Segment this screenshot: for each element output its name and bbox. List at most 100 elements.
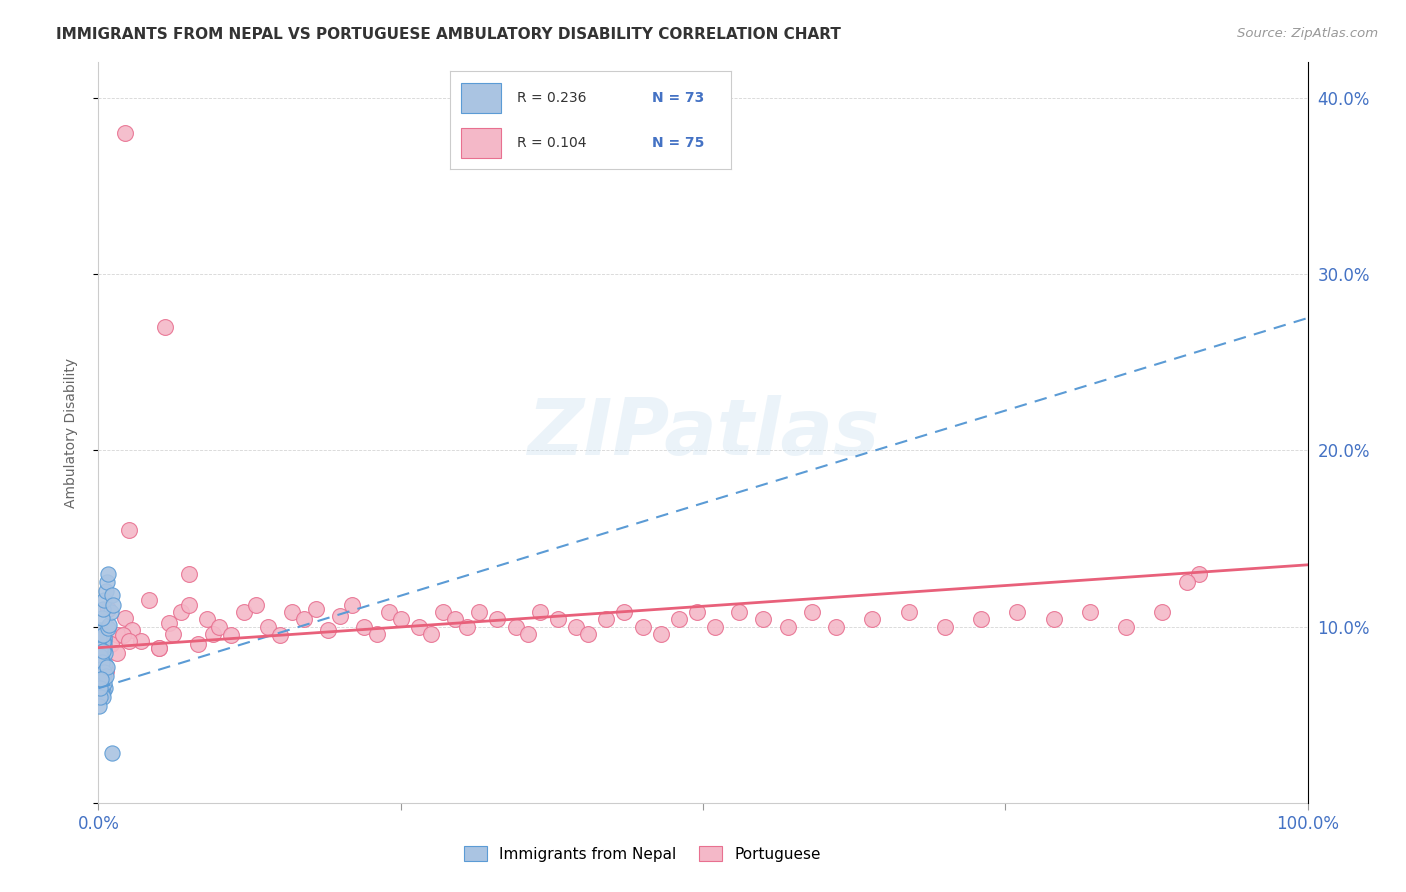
Point — [91, 602, 114, 616]
Point — [105, 646, 128, 660]
Point — [97, 566, 120, 581]
Point — [91, 658, 114, 673]
Point — [148, 640, 170, 655]
Point — [90, 683, 112, 698]
Point — [245, 599, 267, 613]
Point — [934, 619, 956, 633]
Point — [111, 628, 134, 642]
Point — [728, 606, 751, 620]
Point — [114, 610, 136, 624]
Point — [752, 612, 775, 626]
Point — [91, 655, 114, 669]
Point — [576, 626, 599, 640]
Point — [776, 619, 799, 633]
Point — [91, 655, 114, 669]
Text: Source: ZipAtlas.com: Source: ZipAtlas.com — [1237, 27, 1378, 40]
Point — [118, 633, 141, 648]
Point — [825, 619, 848, 633]
Point — [91, 667, 114, 681]
Point — [89, 676, 111, 690]
Point — [90, 640, 112, 655]
Point — [221, 628, 243, 642]
Point — [281, 606, 304, 620]
Text: N = 75: N = 75 — [652, 136, 704, 150]
Point — [269, 628, 291, 642]
Point — [565, 619, 588, 633]
Point — [91, 671, 114, 685]
Point — [91, 628, 114, 642]
Point — [96, 575, 118, 590]
Point — [94, 584, 117, 599]
Point — [97, 602, 120, 616]
Point — [595, 612, 617, 626]
Legend: Immigrants from Nepal, Portuguese: Immigrants from Nepal, Portuguese — [457, 838, 828, 869]
Point — [153, 319, 176, 334]
Point — [89, 637, 111, 651]
Point — [93, 639, 115, 653]
Point — [100, 588, 122, 602]
Point — [90, 662, 112, 676]
Point — [1175, 575, 1198, 590]
Point — [195, 612, 218, 626]
Point — [389, 612, 412, 626]
Point — [89, 642, 111, 657]
Point — [93, 657, 115, 671]
Point — [101, 599, 124, 613]
Point — [366, 626, 388, 640]
Point — [93, 626, 115, 640]
Point — [1078, 606, 1101, 620]
Point — [91, 690, 114, 704]
Point — [89, 681, 111, 696]
Point — [91, 667, 114, 681]
Point — [90, 653, 112, 667]
Point — [90, 673, 112, 687]
Point — [505, 619, 527, 633]
Point — [90, 651, 112, 665]
Point — [97, 621, 120, 635]
Point — [89, 624, 111, 639]
Point — [305, 602, 328, 616]
Point — [89, 680, 111, 694]
Point — [468, 606, 491, 620]
Point — [91, 644, 114, 658]
Text: IMMIGRANTS FROM NEPAL VS PORTUGUESE AMBULATORY DISABILITY CORRELATION CHART: IMMIGRANTS FROM NEPAL VS PORTUGUESE AMBU… — [56, 27, 841, 42]
Point — [516, 626, 538, 640]
Point — [292, 612, 315, 626]
Point — [444, 612, 467, 626]
Point — [1007, 606, 1029, 620]
Point — [89, 690, 111, 704]
Point — [148, 640, 170, 655]
Point — [668, 612, 690, 626]
Point — [89, 632, 111, 646]
Point — [157, 615, 180, 630]
Point — [100, 637, 122, 651]
Point — [94, 646, 117, 660]
Point — [91, 642, 114, 657]
Point — [89, 669, 111, 683]
Point — [529, 606, 551, 620]
Point — [432, 606, 454, 620]
Point — [202, 626, 225, 640]
Point — [686, 606, 709, 620]
Point — [89, 623, 111, 637]
Point — [94, 669, 117, 683]
Point — [93, 630, 115, 644]
Point — [90, 662, 112, 676]
Y-axis label: Ambulatory Disability: Ambulatory Disability — [63, 358, 77, 508]
Point — [91, 686, 114, 700]
Point — [860, 612, 883, 626]
Point — [90, 640, 112, 655]
Point — [91, 660, 114, 674]
Point — [631, 619, 654, 633]
Point — [96, 660, 118, 674]
Point — [90, 633, 112, 648]
Point — [89, 698, 111, 713]
Point — [91, 649, 114, 664]
Text: ZIPatlas: ZIPatlas — [527, 394, 879, 471]
Point — [93, 632, 115, 646]
Point — [129, 633, 152, 648]
Point — [89, 649, 111, 664]
Point — [187, 637, 209, 651]
Point — [179, 566, 201, 581]
Point — [486, 612, 509, 626]
